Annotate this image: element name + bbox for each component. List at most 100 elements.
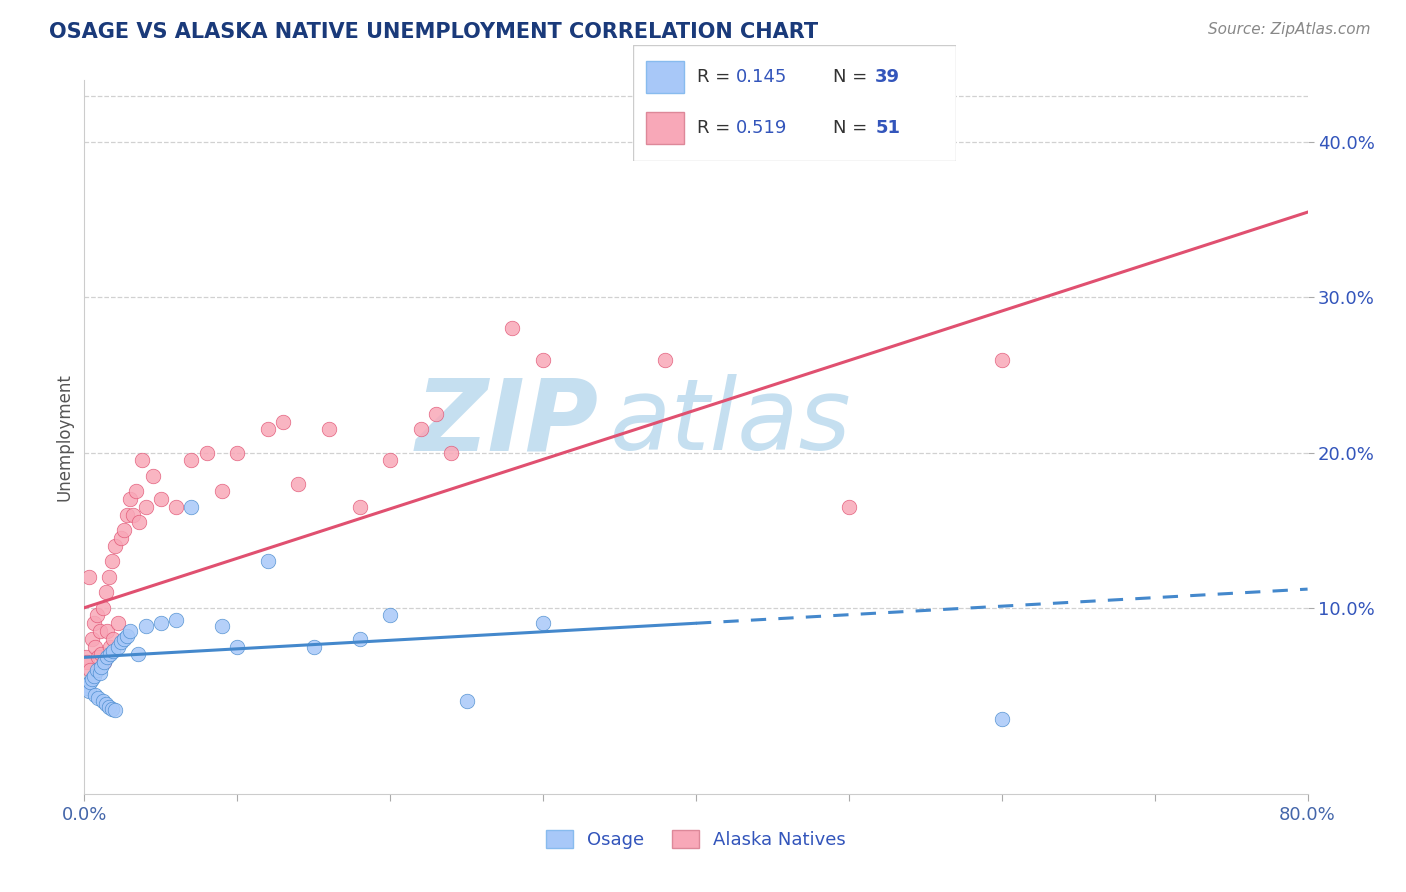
Point [211,484,233,499]
Point [93,655,115,669]
Point [425,407,447,421]
Point [318,422,340,436]
Text: N =: N = [834,68,873,86]
FancyBboxPatch shape [645,112,685,145]
Point [84,688,107,702]
Text: R =: R = [697,68,737,86]
Point [101,554,124,568]
Text: atlas: atlas [610,375,852,471]
Point [98,647,121,661]
Point [149,492,172,507]
Point [87,650,110,665]
Point [409,422,432,436]
Point [76,655,98,669]
Point [211,619,233,633]
Point [104,703,127,717]
Point [91,694,114,708]
Point [89,665,111,680]
Point [90,659,112,673]
Point [125,484,148,499]
Point [195,445,218,459]
Point [127,647,149,661]
Point [110,635,132,649]
Point [80,632,103,646]
Point [271,415,294,429]
Point [122,508,145,522]
Point [128,516,150,530]
Point [103,632,125,646]
Point [115,629,138,643]
Point [226,640,249,654]
Point [91,600,114,615]
Point [349,632,371,646]
Point [75,650,97,665]
Point [86,608,108,623]
Point [180,453,202,467]
Point [107,616,129,631]
Point [531,616,554,631]
Point [502,321,524,335]
Point [165,613,187,627]
Point [80,672,103,686]
Point [380,453,402,467]
Point [76,681,98,696]
Point [103,644,125,658]
Point [287,476,309,491]
Text: ZIP: ZIP [415,375,598,471]
Point [257,422,280,436]
Point [838,500,860,514]
Point [94,585,117,599]
Point [90,647,112,661]
FancyBboxPatch shape [645,61,685,94]
Point [456,694,478,708]
Point [531,352,554,367]
Point [83,669,105,683]
Text: 39: 39 [875,68,900,86]
Point [135,500,157,514]
Point [226,445,249,459]
Point [87,690,110,705]
FancyBboxPatch shape [633,45,956,161]
Point [89,624,111,638]
Point [97,700,120,714]
Point [120,624,142,638]
Point [257,554,280,568]
Point [93,655,115,669]
Point [440,445,463,459]
Point [112,632,135,646]
Point [98,640,121,654]
Point [991,713,1014,727]
Text: Source: ZipAtlas.com: Source: ZipAtlas.com [1208,22,1371,37]
Point [165,500,187,514]
Text: R =: R = [697,120,737,137]
Text: 0.145: 0.145 [737,68,787,86]
Point [83,616,105,631]
Point [97,570,120,584]
Text: 0.519: 0.519 [737,120,787,137]
Point [115,508,138,522]
Point [77,684,100,698]
Point [96,650,118,665]
Point [86,663,108,677]
Point [104,539,127,553]
Point [135,619,157,633]
Point [120,492,142,507]
Point [991,352,1014,367]
Text: OSAGE VS ALASKA NATIVE UNEMPLOYMENT CORRELATION CHART: OSAGE VS ALASKA NATIVE UNEMPLOYMENT CORR… [49,22,818,42]
Point [142,468,165,483]
Text: N =: N = [834,120,873,137]
Point [180,500,202,514]
Point [84,640,107,654]
Point [110,531,132,545]
Point [75,678,97,692]
Point [302,640,325,654]
Y-axis label: Unemployment: Unemployment [55,373,73,501]
Point [94,697,117,711]
Point [96,624,118,638]
Point [79,675,101,690]
Point [654,352,676,367]
Point [107,640,129,654]
Point [101,701,124,715]
Point [112,523,135,537]
Legend: Osage, Alaska Natives: Osage, Alaska Natives [538,822,853,856]
